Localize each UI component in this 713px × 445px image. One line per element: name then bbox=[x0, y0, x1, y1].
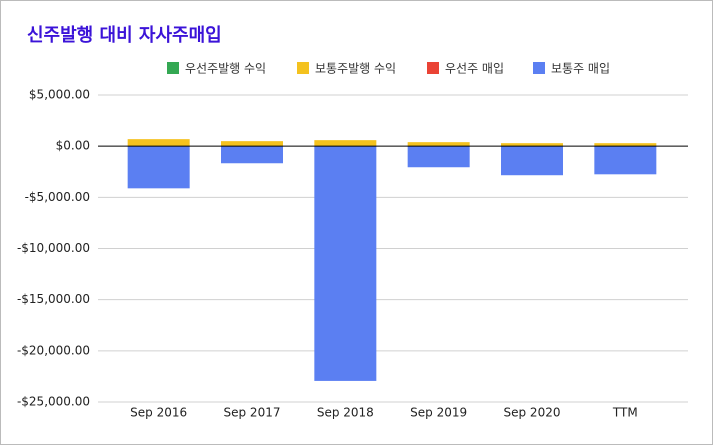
legend-swatch bbox=[427, 62, 439, 74]
bar bbox=[127, 139, 190, 147]
x-tick-label: Sep 2020 bbox=[504, 406, 561, 420]
y-tick-label: -$20,000.00 bbox=[17, 343, 90, 357]
bar bbox=[501, 143, 563, 147]
x-tick-label: Sep 2018 bbox=[317, 406, 374, 420]
y-tick-label: -$10,000.00 bbox=[17, 241, 90, 255]
bar bbox=[594, 143, 657, 147]
bar bbox=[407, 146, 470, 168]
x-tick-label: Sep 2016 bbox=[130, 406, 187, 420]
bar bbox=[314, 140, 377, 147]
legend-label: 우선주 매입 bbox=[445, 62, 504, 76]
legend-swatch bbox=[533, 62, 545, 74]
bar bbox=[127, 146, 190, 189]
bar bbox=[594, 146, 657, 175]
bar bbox=[221, 146, 283, 164]
y-tick-label: $5,000.00 bbox=[29, 88, 90, 102]
bar bbox=[501, 146, 563, 176]
y-tick-label: -$15,000.00 bbox=[17, 292, 90, 306]
bar bbox=[314, 146, 377, 381]
legend-label: 보통주 매입 bbox=[551, 62, 610, 76]
y-tick-label: $0.00 bbox=[56, 139, 90, 153]
y-tick-label: -$25,000.00 bbox=[17, 395, 90, 409]
legend-label: 우선주발행 수익 bbox=[185, 61, 266, 76]
chart-title: 신주발행 대비 자사주매입 bbox=[27, 24, 222, 46]
x-tick-label: TTM bbox=[612, 406, 638, 420]
bar bbox=[221, 141, 283, 147]
x-tick-label: Sep 2019 bbox=[410, 406, 467, 420]
y-tick-label: -$5,000.00 bbox=[25, 190, 90, 204]
legend-swatch bbox=[297, 62, 309, 74]
bar bbox=[407, 142, 470, 147]
legend-swatch bbox=[167, 62, 179, 74]
legend-label: 보통주발행 수익 bbox=[315, 61, 396, 76]
x-tick-label: Sep 2017 bbox=[224, 406, 281, 420]
